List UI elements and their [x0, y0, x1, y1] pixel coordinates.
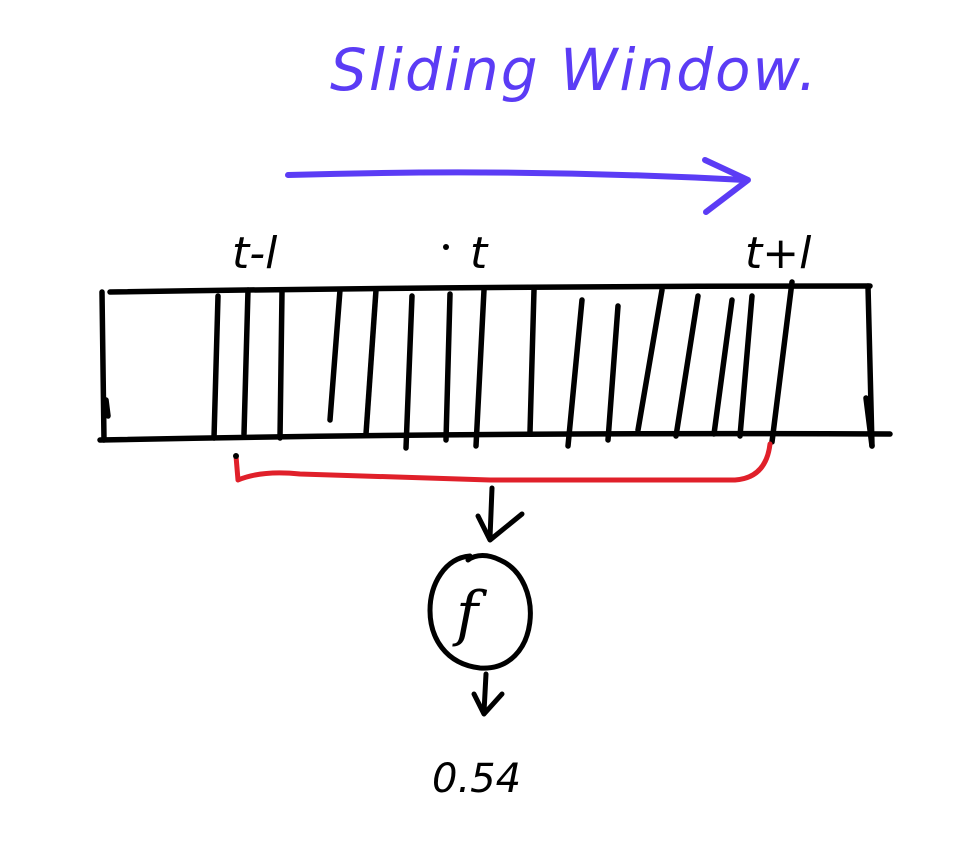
center-dot [443, 244, 449, 250]
cell-divider [327, 287, 343, 423]
cell-divider [363, 287, 379, 437]
strip-tick [103, 397, 111, 419]
output-value: 0.54 [432, 756, 521, 802]
label-window-start: t-l [232, 228, 278, 279]
strip-tick [863, 395, 875, 449]
cell-divider [737, 293, 755, 439]
cell-divider [711, 297, 735, 437]
bracket-start-dot [233, 453, 239, 459]
label-window-center: t [470, 228, 489, 279]
diagram-title: Sliding Window. [330, 36, 819, 104]
cell-divider [403, 293, 415, 451]
cell-divider [277, 289, 285, 441]
cell-divider [211, 293, 221, 441]
cell-divider [443, 291, 453, 443]
cell-divider [565, 297, 585, 449]
output-arrow [471, 671, 505, 717]
cell-divider [769, 279, 795, 445]
cell-divider [673, 293, 701, 439]
cell-divider [527, 287, 537, 435]
cell-divider [473, 287, 487, 449]
function-label: f [452, 579, 488, 649]
input-arrow [475, 485, 525, 543]
label-window-end: t+l [745, 228, 812, 279]
sequence-strip [97, 279, 893, 451]
cell-divider [635, 287, 665, 433]
window-bracket [233, 441, 773, 483]
cell-divider [241, 287, 251, 437]
function-node: f [427, 553, 533, 671]
strip-left-edge [99, 289, 107, 443]
strip-top-edge [107, 283, 873, 295]
slide-direction-arrow [285, 157, 751, 215]
function-circle [427, 553, 533, 671]
cell-divider [605, 303, 621, 443]
